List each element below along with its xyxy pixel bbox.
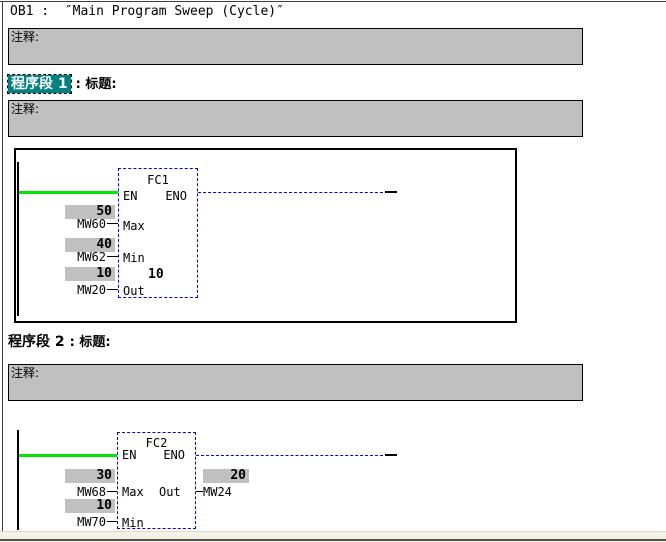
wire-mw62-min xyxy=(107,256,118,257)
fc1-en-pin: EN xyxy=(123,189,138,203)
fc1-eno-pin: ENO xyxy=(165,189,187,203)
monitor-value-mw70[interactable]: 10 xyxy=(65,499,115,513)
fc2-min-pin: Min xyxy=(122,516,144,530)
fc1-block-name: FC1 xyxy=(147,173,169,187)
eno-wire-network-2 xyxy=(196,455,388,456)
eno-wire-network-1 xyxy=(198,192,388,193)
monitor-value-mw60[interactable]: 50 xyxy=(65,205,115,219)
window-border-top xyxy=(0,1,666,2)
eno-wire-end-network-1 xyxy=(385,191,397,193)
monitor-value-mw20[interactable]: 10 xyxy=(65,267,115,281)
window-border-left xyxy=(2,1,3,531)
wire-mw68-max xyxy=(107,491,117,492)
monitor-value-mw68[interactable]: 30 xyxy=(65,469,115,483)
en-wire-network-2 xyxy=(19,454,117,457)
operand-mw60[interactable]: MW60 xyxy=(77,217,106,231)
fc2-block-name: FC2 xyxy=(145,436,168,450)
fc2-block[interactable]: FC2 EN ENO Max Out Min xyxy=(117,432,196,530)
wire-mw60-max xyxy=(107,223,118,224)
fc2-max-pin: Max xyxy=(122,485,144,499)
network-2-comment-box[interactable]: 注释: xyxy=(8,364,583,401)
fc2-out-pin: Out xyxy=(159,485,181,499)
wire-mw20-out xyxy=(107,289,118,290)
network-2-heading: 程序段 2 : 标题: xyxy=(8,331,111,351)
network-1-heading: 程序段 1 : 标题: xyxy=(7,73,117,94)
fc1-out-monitor-value: 10 xyxy=(148,267,164,282)
window-bottom-edge xyxy=(0,531,666,542)
block-title: OB1 : ″Main Program Sweep (Cycle)″ xyxy=(10,4,284,19)
comment-label: 注释: xyxy=(11,366,40,380)
fc1-min-pin: Min xyxy=(123,251,145,265)
fc1-max-pin: Max xyxy=(123,219,145,233)
operand-mw62[interactable]: MW62 xyxy=(77,250,106,264)
operand-mw24[interactable]: MW24 xyxy=(203,485,232,499)
network-1-rung-area[interactable] xyxy=(14,148,517,323)
block-comment-box[interactable]: 注释: xyxy=(8,28,583,65)
operand-mw70[interactable]: MW70 xyxy=(77,515,106,529)
network-1-title-suffix: : 标题: xyxy=(75,77,117,92)
wire-out-mw24 xyxy=(196,491,203,492)
comment-label: 注释: xyxy=(11,102,40,116)
operand-mw68[interactable]: MW68 xyxy=(77,485,106,499)
power-rail-network-2 xyxy=(17,430,19,530)
power-rail-network-1 xyxy=(17,162,19,316)
comment-label: 注释: xyxy=(11,30,40,44)
fc2-en-pin: EN xyxy=(122,448,137,462)
wire-mw70-min xyxy=(107,521,117,522)
network-1-comment-box[interactable]: 注释: xyxy=(8,100,583,137)
monitor-value-mw62[interactable]: 40 xyxy=(65,238,115,252)
operand-mw20[interactable]: MW20 xyxy=(77,283,106,297)
fc2-eno-pin: ENO xyxy=(163,448,185,462)
eno-wire-end-network-2 xyxy=(385,454,397,456)
network-1-title-selected[interactable]: 程序段 1 xyxy=(7,74,72,94)
network-2-title-suffix: : 标题: xyxy=(69,335,111,350)
monitor-value-mw24[interactable]: 20 xyxy=(203,469,249,483)
en-wire-network-1 xyxy=(19,191,118,194)
fc1-out-pin: Out xyxy=(123,284,145,298)
network-2-title[interactable]: 程序段 2 xyxy=(8,334,65,350)
fc1-block[interactable]: FC1 EN ENO Max Min Out 10 xyxy=(118,168,198,298)
window-bottom-edge-line xyxy=(0,539,666,541)
